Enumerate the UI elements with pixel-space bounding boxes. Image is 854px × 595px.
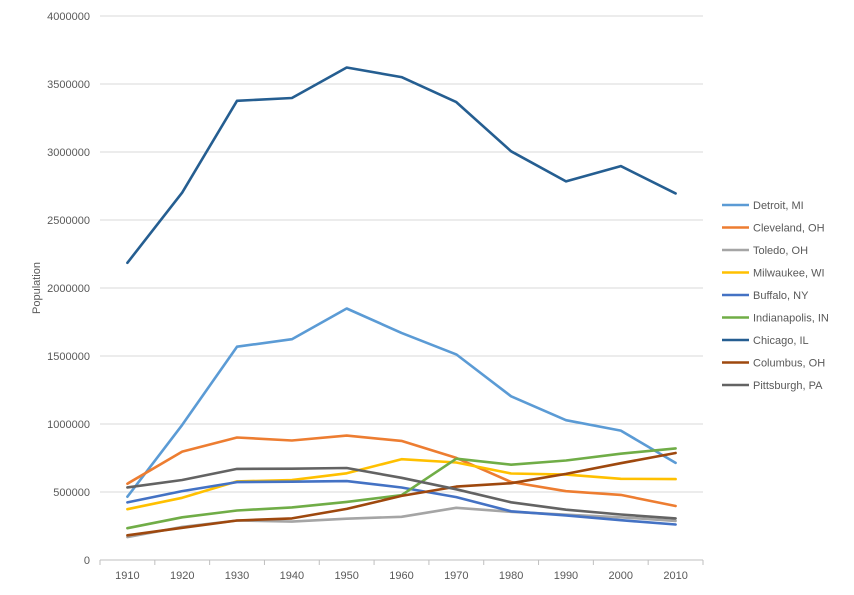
x-tick-label: 1970 xyxy=(444,570,468,582)
x-tick-label: 2000 xyxy=(609,570,633,582)
x-tick-label: 1950 xyxy=(334,570,358,582)
y-tick-label: 500000 xyxy=(53,487,90,499)
legend-label-columbus-oh: Columbus, OH xyxy=(753,358,825,370)
y-tick-label: 3500000 xyxy=(47,79,90,91)
series-line-detroit-mi xyxy=(126,307,677,499)
legend: Detroit, MI Cleveland, OH Toledo, OH Milwau… xyxy=(722,200,829,392)
series-line-pittsburgh-pa xyxy=(126,466,677,520)
y-tick-label: 1000000 xyxy=(47,419,90,431)
x-tick-label: 1980 xyxy=(499,570,523,582)
y-axis-title: Population xyxy=(31,262,43,314)
y-tick-label: 4000000 xyxy=(47,11,90,23)
legend-label-detroit-mi: Detroit, MI xyxy=(753,200,804,212)
x-tick-label: 1930 xyxy=(225,570,249,582)
legend-label-pittsburgh-pa: Pittsburgh, PA xyxy=(753,380,823,392)
legend-label-indianapolis-in: Indianapolis, IN xyxy=(753,313,829,325)
legend-label-toledo-oh: Toledo, OH xyxy=(753,245,808,257)
legend-label-cleveland-oh: Cleveland, OH xyxy=(753,223,825,235)
series-line-cleveland-oh xyxy=(126,434,677,508)
legend-label-buffalo-ny: Buffalo, NY xyxy=(753,290,809,302)
x-tick-label: 1960 xyxy=(389,570,413,582)
gridlines xyxy=(100,15,703,493)
series-line-chicago-il xyxy=(126,66,677,265)
series-line-milwaukee-wi xyxy=(126,457,677,511)
x-tick-label: 1920 xyxy=(170,570,194,582)
series-line-columbus-oh xyxy=(126,451,677,537)
x-tick-label: 1990 xyxy=(554,570,578,582)
legend-label-milwaukee-wi: Milwaukee, WI xyxy=(753,268,825,280)
y-tick-label: 2500000 xyxy=(47,215,90,227)
x-tick-label: 1940 xyxy=(280,570,304,582)
x-tick-label: 1910 xyxy=(115,570,139,582)
legend-label-chicago-il: Chicago, IL xyxy=(753,335,809,347)
series-lines xyxy=(126,66,677,539)
y-tick-label: 3000000 xyxy=(47,147,90,159)
axes: 0 500000 1000000 1500000 2000000 2500000 30000… xyxy=(47,11,704,582)
y-tick-label: 1500000 xyxy=(47,351,90,363)
series-line-buffalo-ny xyxy=(126,479,677,526)
y-tick-label: 2000000 xyxy=(47,283,90,295)
y-tick-label: 0 xyxy=(84,555,90,567)
x-tick-label: 2010 xyxy=(663,570,687,582)
